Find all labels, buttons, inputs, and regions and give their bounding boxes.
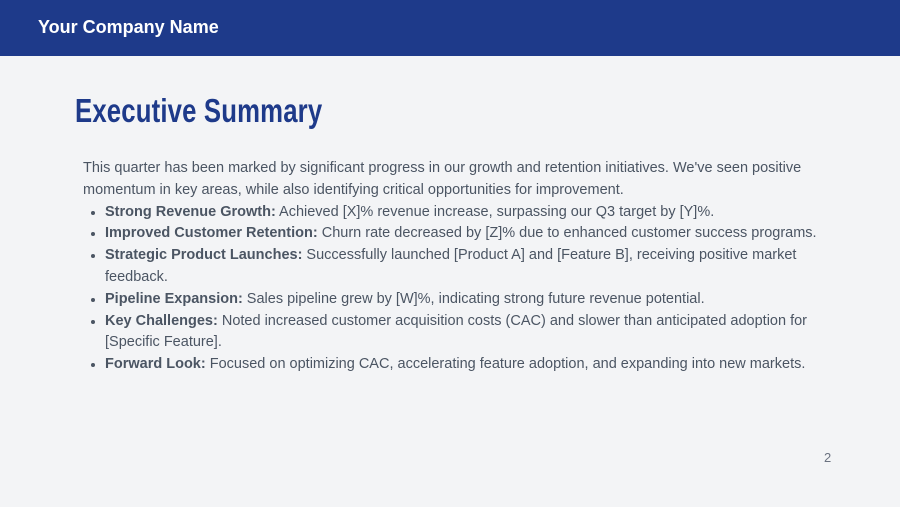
company-name: Your Company Name — [38, 17, 219, 37]
bullet-label: Strong Revenue Growth: — [105, 203, 276, 220]
bullet-item: Strong Revenue Growth: Achieved [X]% rev… — [105, 202, 823, 224]
bullet-item: Improved Customer Retention: Churn rate … — [105, 223, 823, 245]
slide-title: Executive Summary — [75, 92, 323, 129]
bullet-text: Achieved [X]% revenue increase, surpassi… — [275, 203, 715, 220]
bullet-text: Noted increased customer acquisition cos… — [105, 312, 807, 351]
bullet-label: Strategic Product Launches: — [105, 247, 303, 264]
bullet-text: Focused on optimizing CAC, accelerating … — [205, 356, 806, 373]
bullet-text: Sales pipeline grew by [W]%, indicating … — [242, 290, 705, 307]
bullet-text: Successfully launched [Product A] and [F… — [105, 247, 797, 285]
bullet-item: Pipeline Expansion: Sales pipeline grew … — [105, 289, 823, 311]
bullet-item: Strategic Product Launches: Successfully… — [105, 245, 823, 289]
bullet-text: Churn rate decreased by [Z]% due to enha… — [317, 225, 817, 242]
bullet-item: Key Challenges: Noted increased customer… — [105, 311, 823, 355]
bullet-label: Pipeline Expansion: — [105, 290, 243, 307]
slide-content: This quarter has been marked by signific… — [83, 158, 823, 376]
page-number: 2 — [824, 450, 832, 465]
bullet-label: Improved Customer Retention: — [105, 225, 318, 242]
bullet-label: Key Challenges: — [105, 312, 218, 329]
bullet-list: Strong Revenue Growth: Achieved [X]% rev… — [83, 202, 823, 376]
intro-paragraph: This quarter has been marked by signific… — [83, 160, 802, 198]
bullet-label: Forward Look: — [105, 356, 206, 373]
bullet-item: Forward Look: Focused on optimizing CAC,… — [105, 354, 823, 376]
header-bar: Your Company Name — [0, 0, 900, 56]
